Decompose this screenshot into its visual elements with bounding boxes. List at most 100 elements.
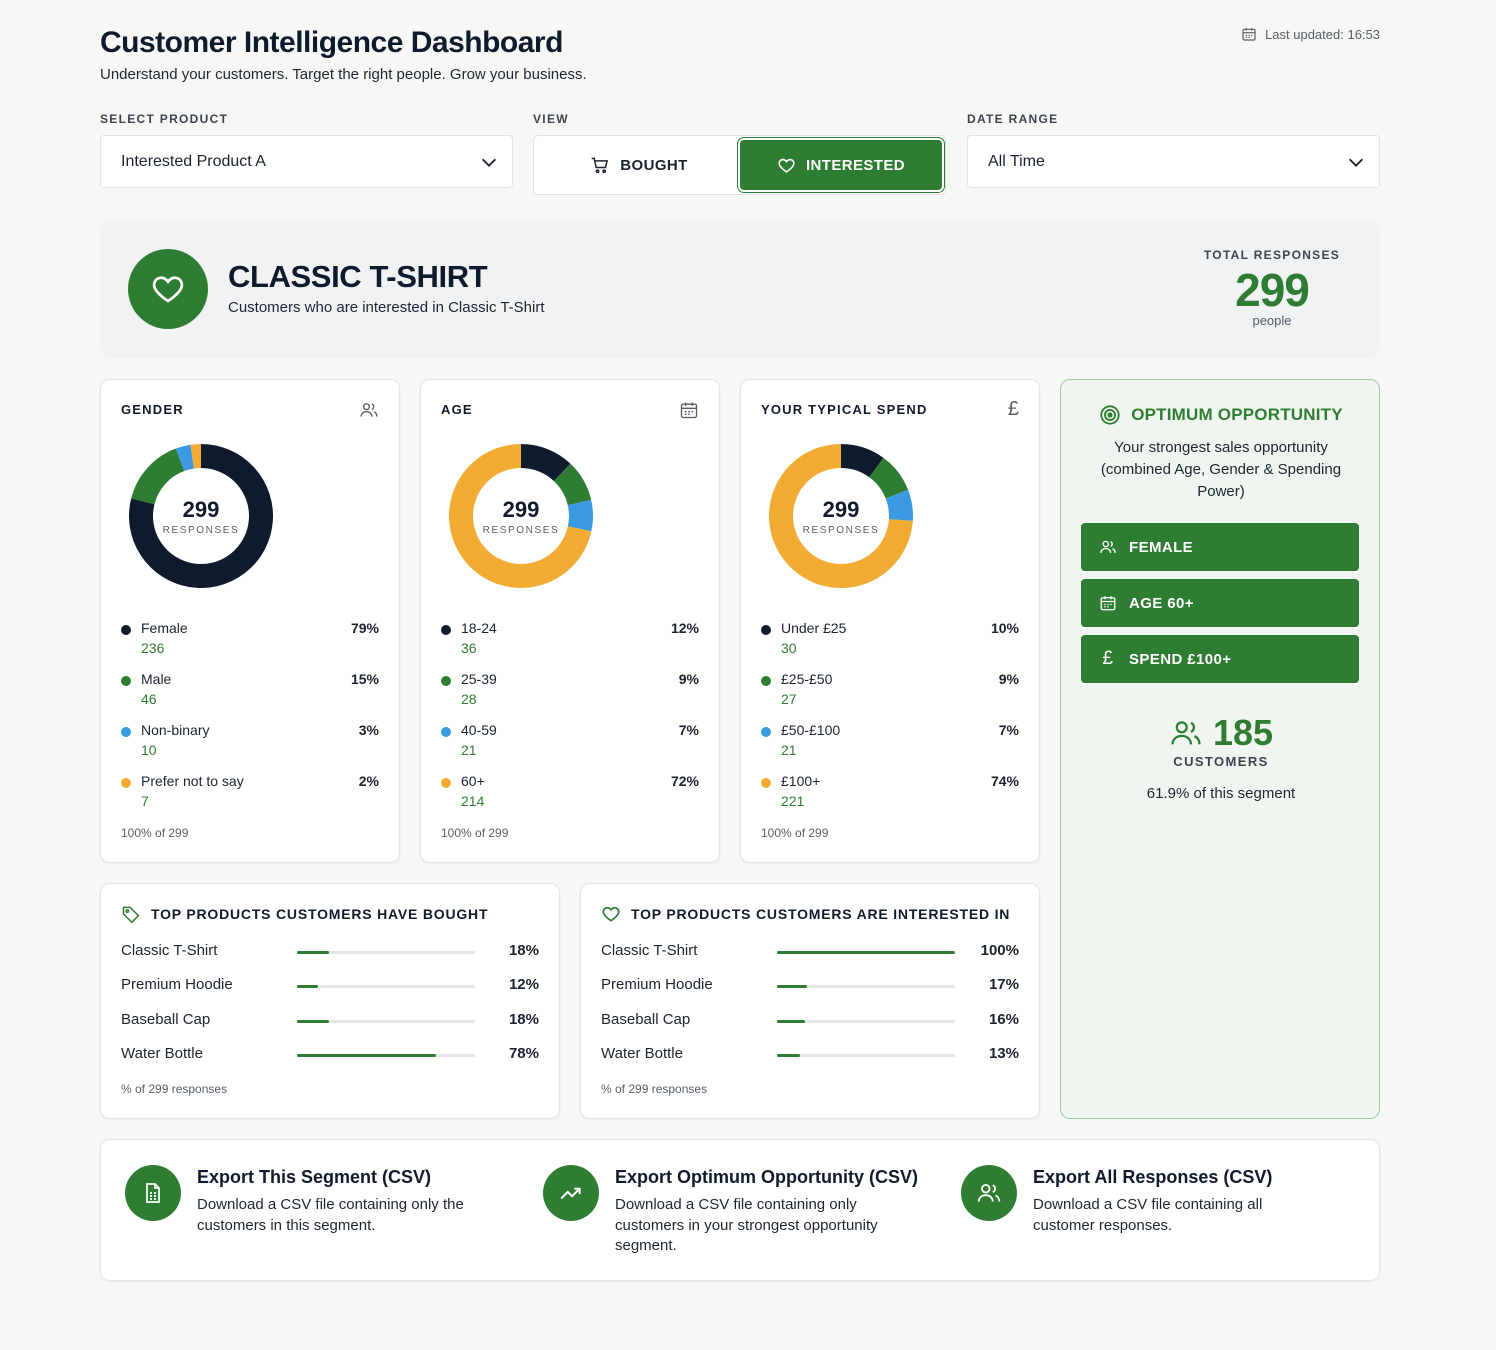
legend-item: £25-£50 27 9% (761, 671, 1019, 722)
legend-dot (441, 778, 451, 788)
age-donut-center: 299 RESPONSES (449, 444, 593, 588)
legend-dot (761, 727, 771, 737)
tag-icon (122, 906, 140, 924)
total-responses-value: 299 (1235, 264, 1310, 316)
export-opportunity-icon-badge (543, 1165, 599, 1221)
legend-label: £50-£100 (781, 722, 841, 738)
legend-percent: 15% (350, 671, 379, 687)
legend-percent: 3% (358, 722, 379, 738)
legend-label: £100+ (781, 773, 821, 789)
legend-item: 25-39 28 9% (441, 671, 699, 722)
legend-percent: 79% (350, 620, 379, 636)
gender-total: 299 (182, 496, 220, 522)
legend-count: 21 (461, 742, 477, 758)
progress-fill (297, 951, 330, 954)
legend-label: 60+ (461, 773, 485, 789)
export-title: Export This Segment (CSV) (197, 1167, 432, 1187)
legend-item: 18-24 36 12% (441, 620, 699, 671)
users-icon (1100, 540, 1116, 554)
product-row: Premium Hoodie 17% (601, 976, 1019, 996)
view-toggle: BOUGHT INTERESTED (533, 135, 946, 195)
age-slice-1 (553, 463, 592, 506)
legend-label: 25-39 (461, 671, 497, 687)
legend-count: 10 (141, 742, 157, 758)
opportunity-tag-label: SPEND £100+ (1129, 650, 1232, 668)
total-responses-label: TOTAL RESPONSES (1203, 248, 1341, 262)
product-percent: 16% (988, 1011, 1019, 1028)
legend-item: 60+ 214 72% (441, 773, 699, 824)
opportunity-count: 185 (1061, 712, 1381, 754)
gender-donut-center: 299 RESPONSES (129, 444, 273, 588)
top-bought-title: TOP PRODUCTS CUSTOMERS HAVE BOUGHT (151, 906, 489, 922)
legend-item: 40-59 21 7% (441, 722, 699, 773)
opportunity-title: OPTIMUM OPPORTUNITY (1131, 405, 1343, 424)
age-slice-3 (449, 444, 592, 588)
export-panel: Export This Segment (CSV) Download a CSV… (100, 1139, 1380, 1281)
date-range-select[interactable]: All Time (967, 135, 1380, 188)
legend-count: 7 (141, 793, 149, 809)
product-row: Water Bottle 13% (601, 1045, 1019, 1065)
page-title: Customer Intelligence Dashboard (100, 26, 563, 59)
opportunity-tag-age[interactable]: AGE 60+ (1081, 579, 1359, 627)
product-subtitle: Customers who are interested in Classic … (228, 299, 545, 316)
product-badge (128, 249, 208, 329)
product-name: Baseball Cap (121, 1011, 211, 1028)
legend-label: Under £25 (781, 620, 847, 636)
view-interested-label: INTERESTED (805, 156, 905, 174)
cart-icon (591, 157, 609, 174)
opportunity-tag-spend[interactable]: £ SPEND £100+ (1081, 635, 1359, 683)
legend-item: £50-£100 21 7% (761, 722, 1019, 773)
gender-slice-2 (175, 444, 195, 472)
product-row: Classic T-Shirt 100% (601, 942, 1019, 962)
product-summary-banner: CLASSIC T-SHIRT Customers who are intere… (100, 219, 1380, 358)
legend-count: 236 (141, 640, 165, 656)
product-select-value: Interested Product A (121, 152, 266, 170)
legend-dot (121, 676, 131, 686)
legend-label: Non-binary (141, 722, 210, 738)
spend-slice-0 (840, 444, 884, 478)
target-icon (1100, 405, 1120, 425)
product-percent: 12% (508, 976, 539, 993)
export-all-icon-badge (961, 1165, 1017, 1221)
age-donut (449, 444, 593, 588)
product-percent: 18% (508, 1011, 539, 1028)
product-row: Baseball Cap 18% (121, 1011, 539, 1031)
legend-percent: 7% (998, 722, 1019, 738)
legend-count: 21 (781, 742, 797, 758)
legend-percent: 74% (990, 773, 1019, 789)
view-interested-button[interactable]: INTERESTED (740, 140, 942, 190)
opportunity-tag-label: FEMALE (1129, 538, 1194, 556)
spend-total: 299 (822, 496, 860, 522)
legend-item: Female 236 79% (121, 620, 379, 671)
legend-label: 18-24 (461, 620, 497, 636)
product-select[interactable]: Interested Product A (100, 135, 513, 188)
progress-fill (777, 1054, 801, 1057)
legend-count: 30 (781, 640, 797, 656)
opportunity-subtitle: Your strongest sales opportunity (combin… (1100, 439, 1342, 500)
date-range-value: All Time (988, 152, 1045, 170)
top-interested-title: TOP PRODUCTS CUSTOMERS ARE INTERESTED IN (631, 906, 1011, 922)
spend-slice-2 (885, 489, 913, 521)
progress-track (297, 1020, 475, 1023)
progress-track (777, 1054, 955, 1057)
legend-percent: 9% (678, 671, 699, 687)
view-bought-button[interactable]: BOUGHT (538, 140, 740, 190)
gender-slice-1 (131, 448, 185, 505)
export-description: Download a CSV file containing only the … (197, 1196, 464, 1234)
legend-count: 27 (781, 691, 797, 707)
age-card-title: AGE (441, 402, 473, 417)
file-icon (146, 1183, 160, 1203)
legend-dot (761, 676, 771, 686)
progress-track (777, 951, 955, 954)
age-legend: 18-24 36 12% 25-39 28 9% 40-59 21 7% 60+ 214 72% (441, 620, 699, 824)
progress-track (297, 951, 475, 954)
opportunity-tag-gender[interactable]: FEMALE (1081, 523, 1359, 571)
legend-percent: 10% (990, 620, 1019, 636)
gender-footer: 100% of 299 (121, 826, 189, 840)
product-percent: 17% (988, 976, 1019, 993)
users-icon (1171, 721, 1201, 745)
top-interested-card: TOP PRODUCTS CUSTOMERS ARE INTERESTED IN… (580, 883, 1040, 1119)
product-row: Water Bottle 78% (121, 1045, 539, 1065)
product-title: CLASSIC T-SHIRT (228, 259, 488, 294)
legend-item: Non-binary 10 3% (121, 722, 379, 773)
